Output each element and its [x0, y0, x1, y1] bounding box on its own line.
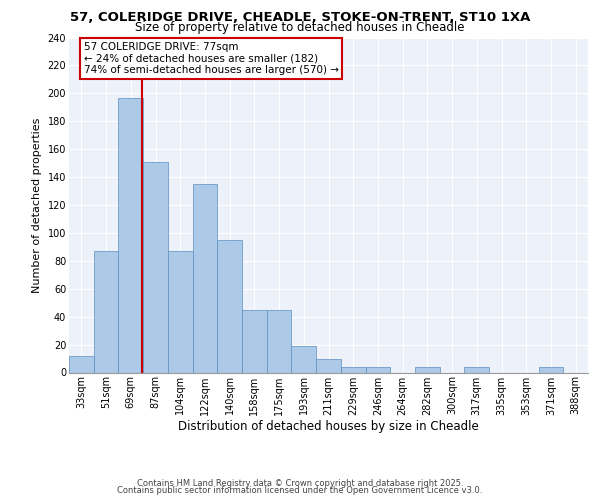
Bar: [242, 310, 267, 372]
Bar: [94, 251, 118, 372]
Bar: [143, 162, 168, 372]
Text: 57, COLERIDGE DRIVE, CHEADLE, STOKE-ON-TRENT, ST10 1XA: 57, COLERIDGE DRIVE, CHEADLE, STOKE-ON-T…: [70, 11, 530, 24]
Bar: [464, 367, 489, 372]
Text: Contains HM Land Registry data © Crown copyright and database right 2025.: Contains HM Land Registry data © Crown c…: [137, 478, 463, 488]
Bar: [539, 367, 563, 372]
Text: Contains public sector information licensed under the Open Government Licence v3: Contains public sector information licen…: [118, 486, 482, 495]
Bar: [168, 251, 193, 372]
Bar: [341, 367, 365, 372]
Bar: [217, 240, 242, 372]
Bar: [267, 310, 292, 372]
Y-axis label: Number of detached properties: Number of detached properties: [32, 118, 42, 292]
Bar: [316, 358, 341, 372]
Bar: [415, 367, 440, 372]
Bar: [365, 367, 390, 372]
Text: Size of property relative to detached houses in Cheadle: Size of property relative to detached ho…: [135, 21, 465, 34]
Bar: [193, 184, 217, 372]
Bar: [292, 346, 316, 372]
X-axis label: Distribution of detached houses by size in Cheadle: Distribution of detached houses by size …: [178, 420, 479, 433]
Bar: [69, 356, 94, 372]
Text: 57 COLERIDGE DRIVE: 77sqm
← 24% of detached houses are smaller (182)
74% of semi: 57 COLERIDGE DRIVE: 77sqm ← 24% of detac…: [83, 42, 338, 75]
Bar: [118, 98, 143, 372]
